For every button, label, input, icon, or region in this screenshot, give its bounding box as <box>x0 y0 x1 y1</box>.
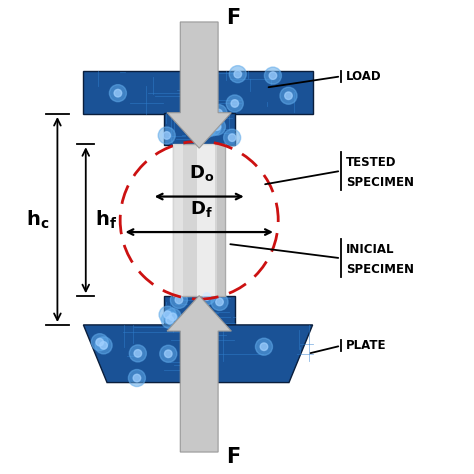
Circle shape <box>285 92 292 100</box>
Text: INICIAL: INICIAL <box>346 243 394 256</box>
Circle shape <box>198 288 215 305</box>
Circle shape <box>166 316 173 324</box>
Circle shape <box>226 95 243 112</box>
Circle shape <box>161 311 178 328</box>
Circle shape <box>163 132 171 139</box>
Circle shape <box>164 309 181 325</box>
Circle shape <box>215 109 222 117</box>
Circle shape <box>199 120 216 137</box>
Bar <box>164 296 235 326</box>
Circle shape <box>114 90 122 97</box>
Circle shape <box>109 85 127 101</box>
Bar <box>218 145 225 296</box>
Circle shape <box>209 118 226 135</box>
Circle shape <box>95 337 112 354</box>
Circle shape <box>209 124 216 131</box>
Bar <box>173 145 225 296</box>
Circle shape <box>213 123 221 130</box>
Circle shape <box>203 293 210 300</box>
Circle shape <box>164 350 172 357</box>
Circle shape <box>224 129 241 146</box>
Circle shape <box>100 342 108 349</box>
Polygon shape <box>83 325 313 383</box>
Circle shape <box>255 338 273 355</box>
Circle shape <box>158 127 175 144</box>
Circle shape <box>260 343 268 350</box>
Text: F: F <box>227 447 241 467</box>
Text: PLATE: PLATE <box>346 339 386 352</box>
Bar <box>197 145 215 296</box>
Circle shape <box>160 345 177 362</box>
Circle shape <box>175 296 182 304</box>
Text: $\mathbf{h_f}$: $\mathbf{h_f}$ <box>94 209 117 231</box>
Circle shape <box>196 333 213 350</box>
Bar <box>83 71 313 114</box>
Text: SPECIMEN: SPECIMEN <box>346 176 414 189</box>
Text: LOAD: LOAD <box>346 70 381 83</box>
Polygon shape <box>167 296 231 452</box>
Circle shape <box>128 370 146 386</box>
Circle shape <box>96 338 103 346</box>
Circle shape <box>210 105 227 121</box>
Circle shape <box>129 345 146 362</box>
Text: F: F <box>227 8 241 27</box>
Text: $\mathbf{D_o}$: $\mathbf{D_o}$ <box>189 164 214 183</box>
Circle shape <box>191 107 208 124</box>
Text: SPECIMEN: SPECIMEN <box>346 263 414 276</box>
Circle shape <box>134 350 142 357</box>
Circle shape <box>211 293 228 310</box>
Text: TESTED: TESTED <box>346 156 396 169</box>
Circle shape <box>91 334 108 351</box>
Circle shape <box>231 100 238 107</box>
Circle shape <box>164 311 172 319</box>
Circle shape <box>228 134 236 141</box>
Circle shape <box>216 298 223 306</box>
Circle shape <box>170 292 187 309</box>
Circle shape <box>159 306 176 323</box>
Circle shape <box>269 72 277 80</box>
Circle shape <box>201 338 208 346</box>
Bar <box>164 113 235 145</box>
Circle shape <box>169 313 176 320</box>
Polygon shape <box>167 22 231 148</box>
Text: $\mathbf{D_f}$: $\mathbf{D_f}$ <box>190 199 213 219</box>
Circle shape <box>133 374 141 382</box>
Circle shape <box>204 125 211 133</box>
Circle shape <box>196 111 203 119</box>
Text: $\mathbf{h_c}$: $\mathbf{h_c}$ <box>26 209 49 231</box>
Circle shape <box>204 119 221 136</box>
Circle shape <box>229 66 246 82</box>
Circle shape <box>234 70 242 78</box>
Bar <box>173 145 182 296</box>
Circle shape <box>280 87 297 104</box>
Circle shape <box>264 67 282 84</box>
